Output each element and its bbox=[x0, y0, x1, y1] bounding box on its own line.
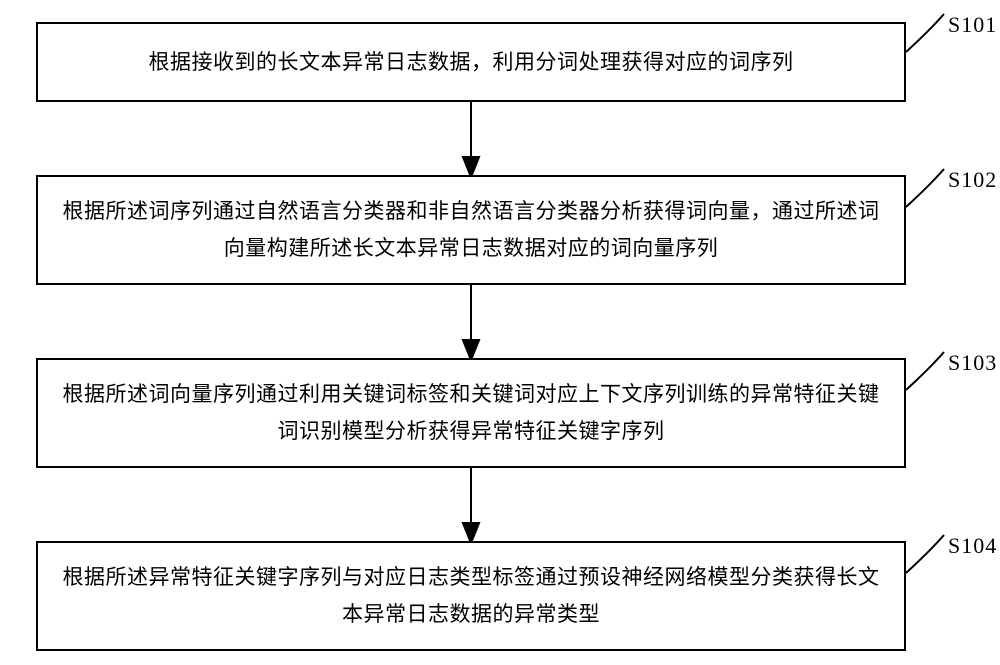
step-text: 根据所述异常特征关键字序列与对应日志类型标签通过预设神经网络模型分类获得长文本异… bbox=[62, 559, 880, 633]
step-label-s103: S103 bbox=[948, 350, 997, 376]
label-connector bbox=[906, 169, 944, 207]
step-text: 根据接收到的长文本异常日志数据，利用分词处理获得对应的词序列 bbox=[149, 44, 794, 81]
flowchart-diagram: 根据接收到的长文本异常日志数据，利用分词处理获得对应的词序列 S101 根据所述词序… bbox=[0, 0, 1000, 665]
step-text: 根据所述词序列通过自然语言分类器和非自然语言分类器分析获得词向量，通过所述词向量… bbox=[62, 193, 880, 267]
step-label-s101: S101 bbox=[948, 12, 997, 38]
step-text: 根据所述词向量序列通过利用关键词标签和关键词对应上下文序列训练的异常特征关键词识… bbox=[62, 376, 880, 450]
step-label-s102: S102 bbox=[948, 167, 997, 193]
label-connector bbox=[906, 535, 944, 573]
step-box-s104: 根据所述异常特征关键字序列与对应日志类型标签通过预设神经网络模型分类获得长文本异… bbox=[36, 541, 906, 651]
step-label-s104: S104 bbox=[948, 533, 997, 559]
step-box-s103: 根据所述词向量序列通过利用关键词标签和关键词对应上下文序列训练的异常特征关键词识… bbox=[36, 358, 906, 468]
step-box-s101: 根据接收到的长文本异常日志数据，利用分词处理获得对应的词序列 bbox=[36, 22, 906, 102]
step-box-s102: 根据所述词序列通过自然语言分类器和非自然语言分类器分析获得词向量，通过所述词向量… bbox=[36, 175, 906, 285]
label-connector bbox=[906, 352, 944, 390]
label-connector bbox=[906, 14, 944, 52]
